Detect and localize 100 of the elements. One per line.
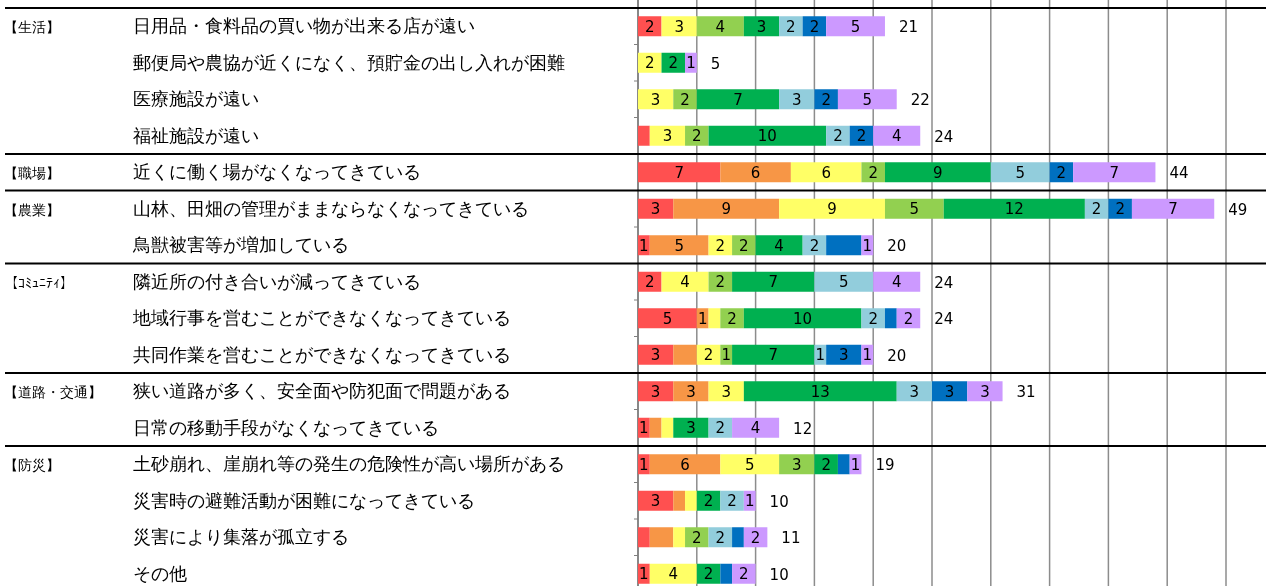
data-label: 5 [1015, 163, 1025, 182]
bar [743, 381, 897, 402]
data-label: 2 [644, 17, 655, 36]
data-label: 1 [721, 346, 731, 365]
data-label: 3 [650, 382, 661, 401]
data-label: 7 [733, 90, 743, 109]
bar [673, 527, 686, 548]
data-label: 3 [650, 346, 661, 365]
y-tick-label: 医療施設が遠い [133, 89, 259, 110]
data-label: 1 [639, 236, 649, 255]
total-label: 24 [934, 127, 954, 146]
data-label: 6 [821, 163, 831, 182]
bar [732, 271, 815, 292]
data-label: 3 [686, 419, 696, 438]
data-label: 6 [680, 455, 690, 474]
total-label: 11 [781, 529, 801, 548]
y-tick-label: 福祉施設が遠い [133, 125, 259, 146]
data-label: 5 [850, 17, 861, 36]
total-label: 19 [875, 456, 895, 475]
data-label: 2 [692, 127, 702, 146]
data-label: 7 [674, 163, 684, 182]
bar [779, 16, 803, 37]
data-label: 2 [1091, 200, 1102, 219]
data-label: 4 [668, 565, 679, 584]
data-label: 1 [815, 346, 826, 365]
bar [649, 454, 721, 475]
bar [673, 417, 709, 438]
bar [861, 308, 885, 329]
data-label: 10 [757, 127, 777, 146]
bar [861, 162, 885, 183]
data-label: 2 [727, 309, 737, 328]
data-label: 1 [744, 492, 755, 511]
data-label: 2 [644, 54, 655, 73]
data-label: 4 [680, 273, 690, 292]
data-label: 3 [756, 17, 767, 36]
data-label: 2 [833, 127, 843, 146]
bar [649, 527, 674, 548]
data-label: 2 [692, 528, 702, 547]
data-label: 5 [662, 309, 673, 328]
data-label: 5 [839, 273, 849, 292]
data-label: 2 [703, 346, 714, 365]
data-label: 2 [868, 309, 878, 328]
bar [814, 454, 838, 475]
data-label: 4 [750, 419, 761, 438]
data-label: 3 [944, 382, 955, 401]
bar [685, 490, 697, 511]
bar [638, 16, 662, 37]
bar [826, 235, 862, 256]
y-tick-label: 日常の移動手段がなくなってきている [133, 417, 439, 438]
bar [720, 563, 733, 584]
data-label: 2 [856, 127, 867, 146]
data-label: 2 [809, 17, 820, 36]
bar [743, 16, 780, 37]
data-label: 2 [786, 17, 796, 36]
data-label: 1 [862, 346, 873, 365]
bar [649, 563, 697, 584]
bar [638, 308, 697, 329]
bar [779, 198, 885, 219]
bar [720, 308, 744, 329]
bar [685, 527, 709, 548]
bar [790, 162, 862, 183]
bar [649, 125, 686, 146]
data-label: 4 [774, 236, 784, 255]
bar [779, 89, 815, 110]
bar [732, 417, 780, 438]
data-label: 13 [810, 382, 830, 401]
bar [720, 454, 780, 475]
bar [638, 125, 650, 146]
data-label: 1 [639, 419, 649, 438]
data-label: 1 [697, 309, 708, 328]
data-label: 5 [862, 90, 873, 109]
bar [1131, 198, 1215, 219]
data-label: 3 [909, 382, 920, 401]
bar [661, 271, 709, 292]
total-label: 20 [887, 237, 907, 256]
data-label: 7 [1109, 163, 1120, 182]
data-label: 10 [793, 309, 813, 328]
bar [638, 527, 650, 548]
bar [673, 89, 697, 110]
data-label: 3 [980, 382, 990, 401]
bar [708, 125, 827, 146]
data-label: 2 [703, 565, 714, 584]
data-label: 2 [868, 163, 878, 182]
bar [826, 344, 862, 365]
bar [884, 308, 897, 329]
data-label: 4 [891, 127, 902, 146]
data-label: 9 [933, 163, 943, 182]
bar [649, 417, 662, 438]
total-label: 21 [898, 18, 919, 37]
bar [638, 344, 674, 365]
data-label: 3 [791, 455, 802, 474]
total-label: 12 [793, 419, 813, 438]
data-label: 7 [768, 346, 779, 365]
data-label: 3 [650, 90, 661, 109]
bar [673, 381, 709, 402]
bar [814, 271, 874, 292]
bar [873, 125, 921, 146]
bar [661, 417, 674, 438]
bar [779, 454, 815, 475]
total-label: 49 [1228, 200, 1248, 219]
